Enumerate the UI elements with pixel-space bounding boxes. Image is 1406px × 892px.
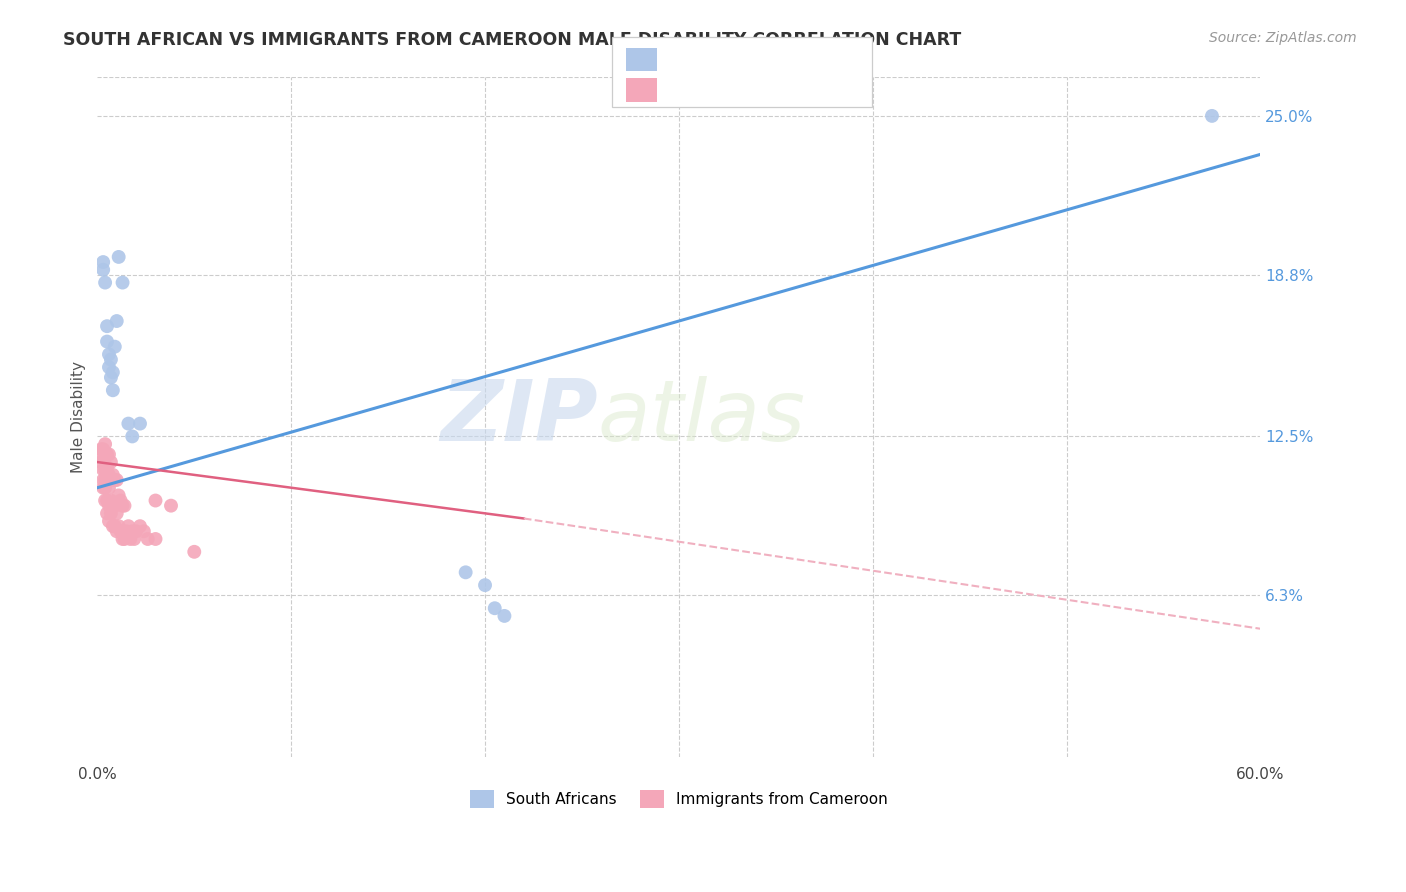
Point xyxy=(160,499,183,513)
Point xyxy=(91,450,114,464)
Point xyxy=(111,499,134,513)
Point xyxy=(129,519,152,533)
Point xyxy=(107,250,129,264)
Point xyxy=(94,493,117,508)
Point xyxy=(101,365,124,379)
Point xyxy=(98,481,121,495)
Point xyxy=(110,493,132,508)
Point xyxy=(91,262,114,277)
Point xyxy=(94,276,117,290)
Text: Source: ZipAtlas.com: Source: ZipAtlas.com xyxy=(1209,31,1357,45)
Point xyxy=(104,519,127,533)
Point xyxy=(121,524,143,539)
Point xyxy=(98,447,121,461)
Point xyxy=(107,519,129,533)
Point xyxy=(494,608,516,623)
Point xyxy=(122,532,145,546)
Point xyxy=(484,601,506,615)
Point xyxy=(90,455,112,469)
Point xyxy=(114,499,136,513)
Point xyxy=(90,442,112,457)
Point xyxy=(132,524,155,539)
Point xyxy=(96,319,118,334)
Text: R =  0.410   N = 23: R = 0.410 N = 23 xyxy=(665,46,823,62)
Point xyxy=(94,450,117,464)
Point xyxy=(104,499,127,513)
Point xyxy=(183,545,205,559)
Point xyxy=(96,473,118,487)
Point xyxy=(100,455,122,469)
Point xyxy=(96,447,118,461)
Point xyxy=(100,493,122,508)
Point xyxy=(101,384,124,398)
Point xyxy=(136,532,159,546)
Legend: South Africans, Immigrants from Cameroon: South Africans, Immigrants from Cameroon xyxy=(464,784,894,814)
Point xyxy=(105,314,128,328)
Point xyxy=(110,524,132,539)
Point xyxy=(100,370,122,384)
Point xyxy=(104,340,127,354)
Point xyxy=(101,519,124,533)
Point xyxy=(145,493,167,508)
Point xyxy=(91,442,114,457)
Point xyxy=(98,347,121,361)
Point xyxy=(98,499,121,513)
Point xyxy=(94,463,117,477)
Point xyxy=(107,488,129,502)
Point xyxy=(115,524,138,539)
Point xyxy=(100,507,122,521)
Point xyxy=(94,481,117,495)
Y-axis label: Male Disability: Male Disability xyxy=(72,361,86,473)
Point xyxy=(100,352,122,367)
Point xyxy=(474,578,496,592)
Point xyxy=(105,507,128,521)
Point xyxy=(94,473,117,487)
Text: atlas: atlas xyxy=(598,376,806,458)
Point xyxy=(145,532,167,546)
Text: SOUTH AFRICAN VS IMMIGRANTS FROM CAMEROON MALE DISABILITY CORRELATION CHART: SOUTH AFRICAN VS IMMIGRANTS FROM CAMEROO… xyxy=(63,31,962,49)
Point xyxy=(96,493,118,508)
Point xyxy=(114,532,136,546)
Point xyxy=(100,473,122,487)
Point xyxy=(104,473,127,487)
Point xyxy=(111,532,134,546)
Point xyxy=(91,463,114,477)
Point xyxy=(120,532,142,546)
Point xyxy=(94,437,117,451)
Point xyxy=(105,524,128,539)
Point xyxy=(117,417,139,431)
Point xyxy=(96,334,118,349)
Point xyxy=(1201,109,1223,123)
Point xyxy=(91,481,114,495)
Point xyxy=(121,429,143,443)
Point xyxy=(91,255,114,269)
Point xyxy=(111,276,134,290)
Text: ZIP: ZIP xyxy=(440,376,598,458)
Point xyxy=(101,499,124,513)
Point xyxy=(129,417,152,431)
Point xyxy=(454,566,477,580)
Point xyxy=(98,514,121,528)
Point xyxy=(91,473,114,487)
Point xyxy=(96,460,118,475)
Point xyxy=(117,519,139,533)
Text: R = -0.098   N = 57: R = -0.098 N = 57 xyxy=(665,78,823,94)
Point xyxy=(98,360,121,375)
Point xyxy=(105,473,128,487)
Point xyxy=(98,467,121,482)
Point xyxy=(101,467,124,482)
Point xyxy=(125,524,148,539)
Point xyxy=(96,507,118,521)
